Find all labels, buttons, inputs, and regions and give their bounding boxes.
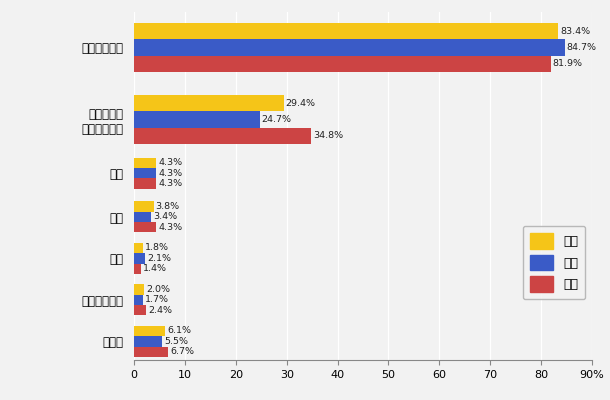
Bar [134, 40, 565, 56]
Text: 34.8%: 34.8% [313, 131, 343, 140]
Bar [134, 112, 260, 128]
Bar [134, 222, 156, 232]
Text: 29.4%: 29.4% [285, 99, 316, 108]
Text: 4.3%: 4.3% [158, 158, 182, 167]
Bar [134, 56, 550, 72]
Bar [134, 305, 146, 316]
Text: 3.4%: 3.4% [154, 212, 178, 221]
Text: 4.3%: 4.3% [158, 179, 182, 188]
Text: 4.3%: 4.3% [158, 223, 182, 232]
Text: 3.8%: 3.8% [156, 202, 180, 211]
Bar [134, 243, 143, 253]
Bar [134, 128, 311, 144]
Text: 4.3%: 4.3% [158, 168, 182, 178]
Bar [134, 168, 156, 178]
Text: 1.4%: 1.4% [143, 264, 167, 273]
Bar [134, 212, 151, 222]
Text: 2.4%: 2.4% [148, 306, 173, 315]
Bar [134, 284, 145, 295]
Bar [134, 201, 154, 212]
Text: 81.9%: 81.9% [553, 59, 583, 68]
Text: 24.7%: 24.7% [262, 115, 292, 124]
Text: 2.1%: 2.1% [147, 254, 171, 263]
Text: 5.5%: 5.5% [164, 337, 188, 346]
Bar [134, 23, 558, 40]
Bar [134, 95, 284, 112]
Bar [134, 336, 162, 346]
Text: 84.7%: 84.7% [567, 43, 597, 52]
Text: 6.1%: 6.1% [167, 326, 192, 336]
Text: 1.8%: 1.8% [145, 244, 170, 252]
Bar [134, 178, 156, 189]
Bar [134, 264, 142, 274]
Text: 6.7%: 6.7% [170, 347, 195, 356]
Bar [134, 346, 168, 357]
Bar [134, 253, 145, 264]
Text: 1.7%: 1.7% [145, 295, 169, 304]
Text: 2.0%: 2.0% [146, 285, 170, 294]
Bar [134, 158, 156, 168]
Text: 83.4%: 83.4% [560, 27, 590, 36]
Legend: 全体, 男性, 女性: 全体, 男性, 女性 [523, 226, 586, 299]
Bar [134, 326, 165, 336]
Bar [134, 295, 143, 305]
